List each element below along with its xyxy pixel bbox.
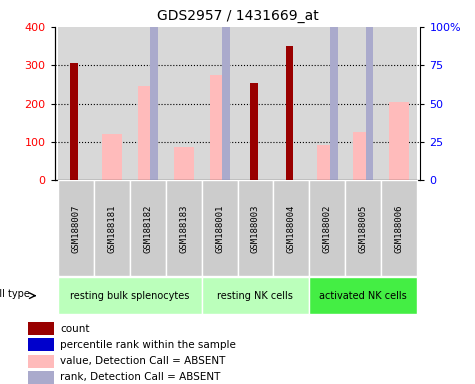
Text: resting NK cells: resting NK cells: [218, 291, 294, 301]
Bar: [151, 0, 158, 180]
Bar: [166, 27, 202, 180]
Bar: [94, 180, 130, 276]
Bar: [309, 27, 345, 180]
Text: GSM188007: GSM188007: [72, 204, 81, 253]
Text: percentile rank within the sample: percentile rank within the sample: [60, 340, 236, 350]
Bar: [28, 371, 54, 384]
Bar: [389, 102, 408, 180]
Bar: [209, 75, 229, 180]
Text: resting bulk splenocytes: resting bulk splenocytes: [70, 291, 190, 301]
Bar: [317, 145, 337, 180]
Text: GSM188004: GSM188004: [287, 204, 296, 253]
Bar: [366, 0, 373, 180]
Bar: [309, 277, 417, 314]
Bar: [94, 27, 130, 180]
Bar: [202, 180, 238, 276]
Bar: [273, 180, 309, 276]
Bar: [28, 355, 54, 368]
Bar: [166, 180, 202, 276]
Bar: [138, 86, 158, 180]
Bar: [381, 27, 417, 180]
Bar: [102, 134, 122, 180]
Text: value, Detection Call = ABSENT: value, Detection Call = ABSENT: [60, 356, 226, 366]
Bar: [238, 27, 273, 180]
Text: cell type: cell type: [0, 289, 30, 299]
Bar: [238, 180, 273, 276]
Text: activated NK cells: activated NK cells: [319, 291, 407, 301]
Bar: [58, 277, 202, 314]
Bar: [381, 180, 417, 276]
Text: GSM188183: GSM188183: [179, 204, 188, 253]
Bar: [202, 277, 309, 314]
Title: GDS2957 / 1431669_at: GDS2957 / 1431669_at: [157, 9, 318, 23]
Text: GSM188181: GSM188181: [107, 204, 116, 253]
Text: GSM188001: GSM188001: [215, 204, 224, 253]
Text: count: count: [60, 323, 90, 334]
Bar: [222, 0, 230, 180]
Bar: [273, 27, 309, 180]
Bar: [130, 180, 166, 276]
Bar: [58, 180, 94, 276]
Text: GSM188002: GSM188002: [323, 204, 332, 253]
Text: rank, Detection Call = ABSENT: rank, Detection Call = ABSENT: [60, 372, 220, 382]
Bar: [330, 0, 338, 180]
Bar: [130, 27, 166, 180]
Bar: [353, 132, 373, 180]
Text: GSM188005: GSM188005: [359, 204, 368, 253]
Bar: [345, 180, 381, 276]
Text: GSM188003: GSM188003: [251, 204, 260, 253]
Bar: [70, 63, 78, 180]
Bar: [28, 322, 54, 335]
Bar: [250, 83, 257, 180]
Bar: [28, 338, 54, 351]
Bar: [309, 180, 345, 276]
Text: GSM188182: GSM188182: [143, 204, 152, 253]
Bar: [202, 27, 238, 180]
Bar: [58, 27, 94, 180]
Bar: [285, 46, 294, 180]
Text: GSM188006: GSM188006: [394, 204, 403, 253]
Bar: [174, 147, 194, 180]
Bar: [345, 27, 381, 180]
